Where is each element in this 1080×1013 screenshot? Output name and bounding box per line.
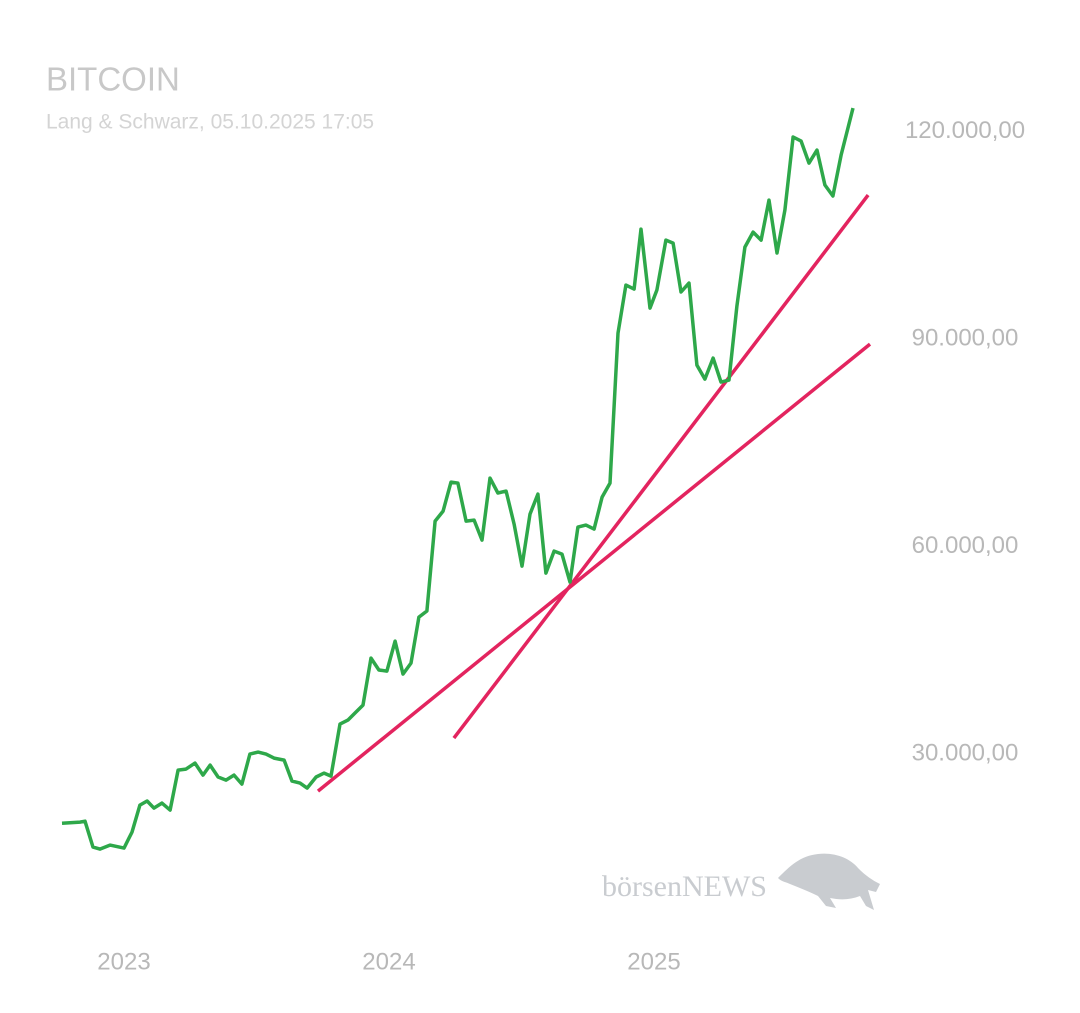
y-tick-label: 90.000,00: [912, 324, 1019, 351]
watermark-text: börsenNEWS: [602, 870, 767, 903]
price-line: [61, 107, 855, 851]
x-tick-label: 2024: [362, 948, 415, 975]
chart-title: BITCOIN: [46, 61, 180, 98]
watermark-bull: [778, 853, 880, 910]
x-tick-label: 2023: [97, 948, 150, 975]
x-tick-label: 2025: [627, 948, 680, 975]
trend-line: [452, 194, 870, 740]
y-tick-label: 60.000,00: [912, 532, 1019, 559]
chart-subtitle: Lang & Schwarz, 05.10.2025 17:05: [46, 111, 374, 134]
y-tick-label: 120.000,00: [905, 117, 1025, 144]
watermark: börsenNEWS: [602, 853, 880, 910]
y-tick-label: 30.000,00: [912, 739, 1019, 766]
trend-line: [316, 342, 872, 793]
